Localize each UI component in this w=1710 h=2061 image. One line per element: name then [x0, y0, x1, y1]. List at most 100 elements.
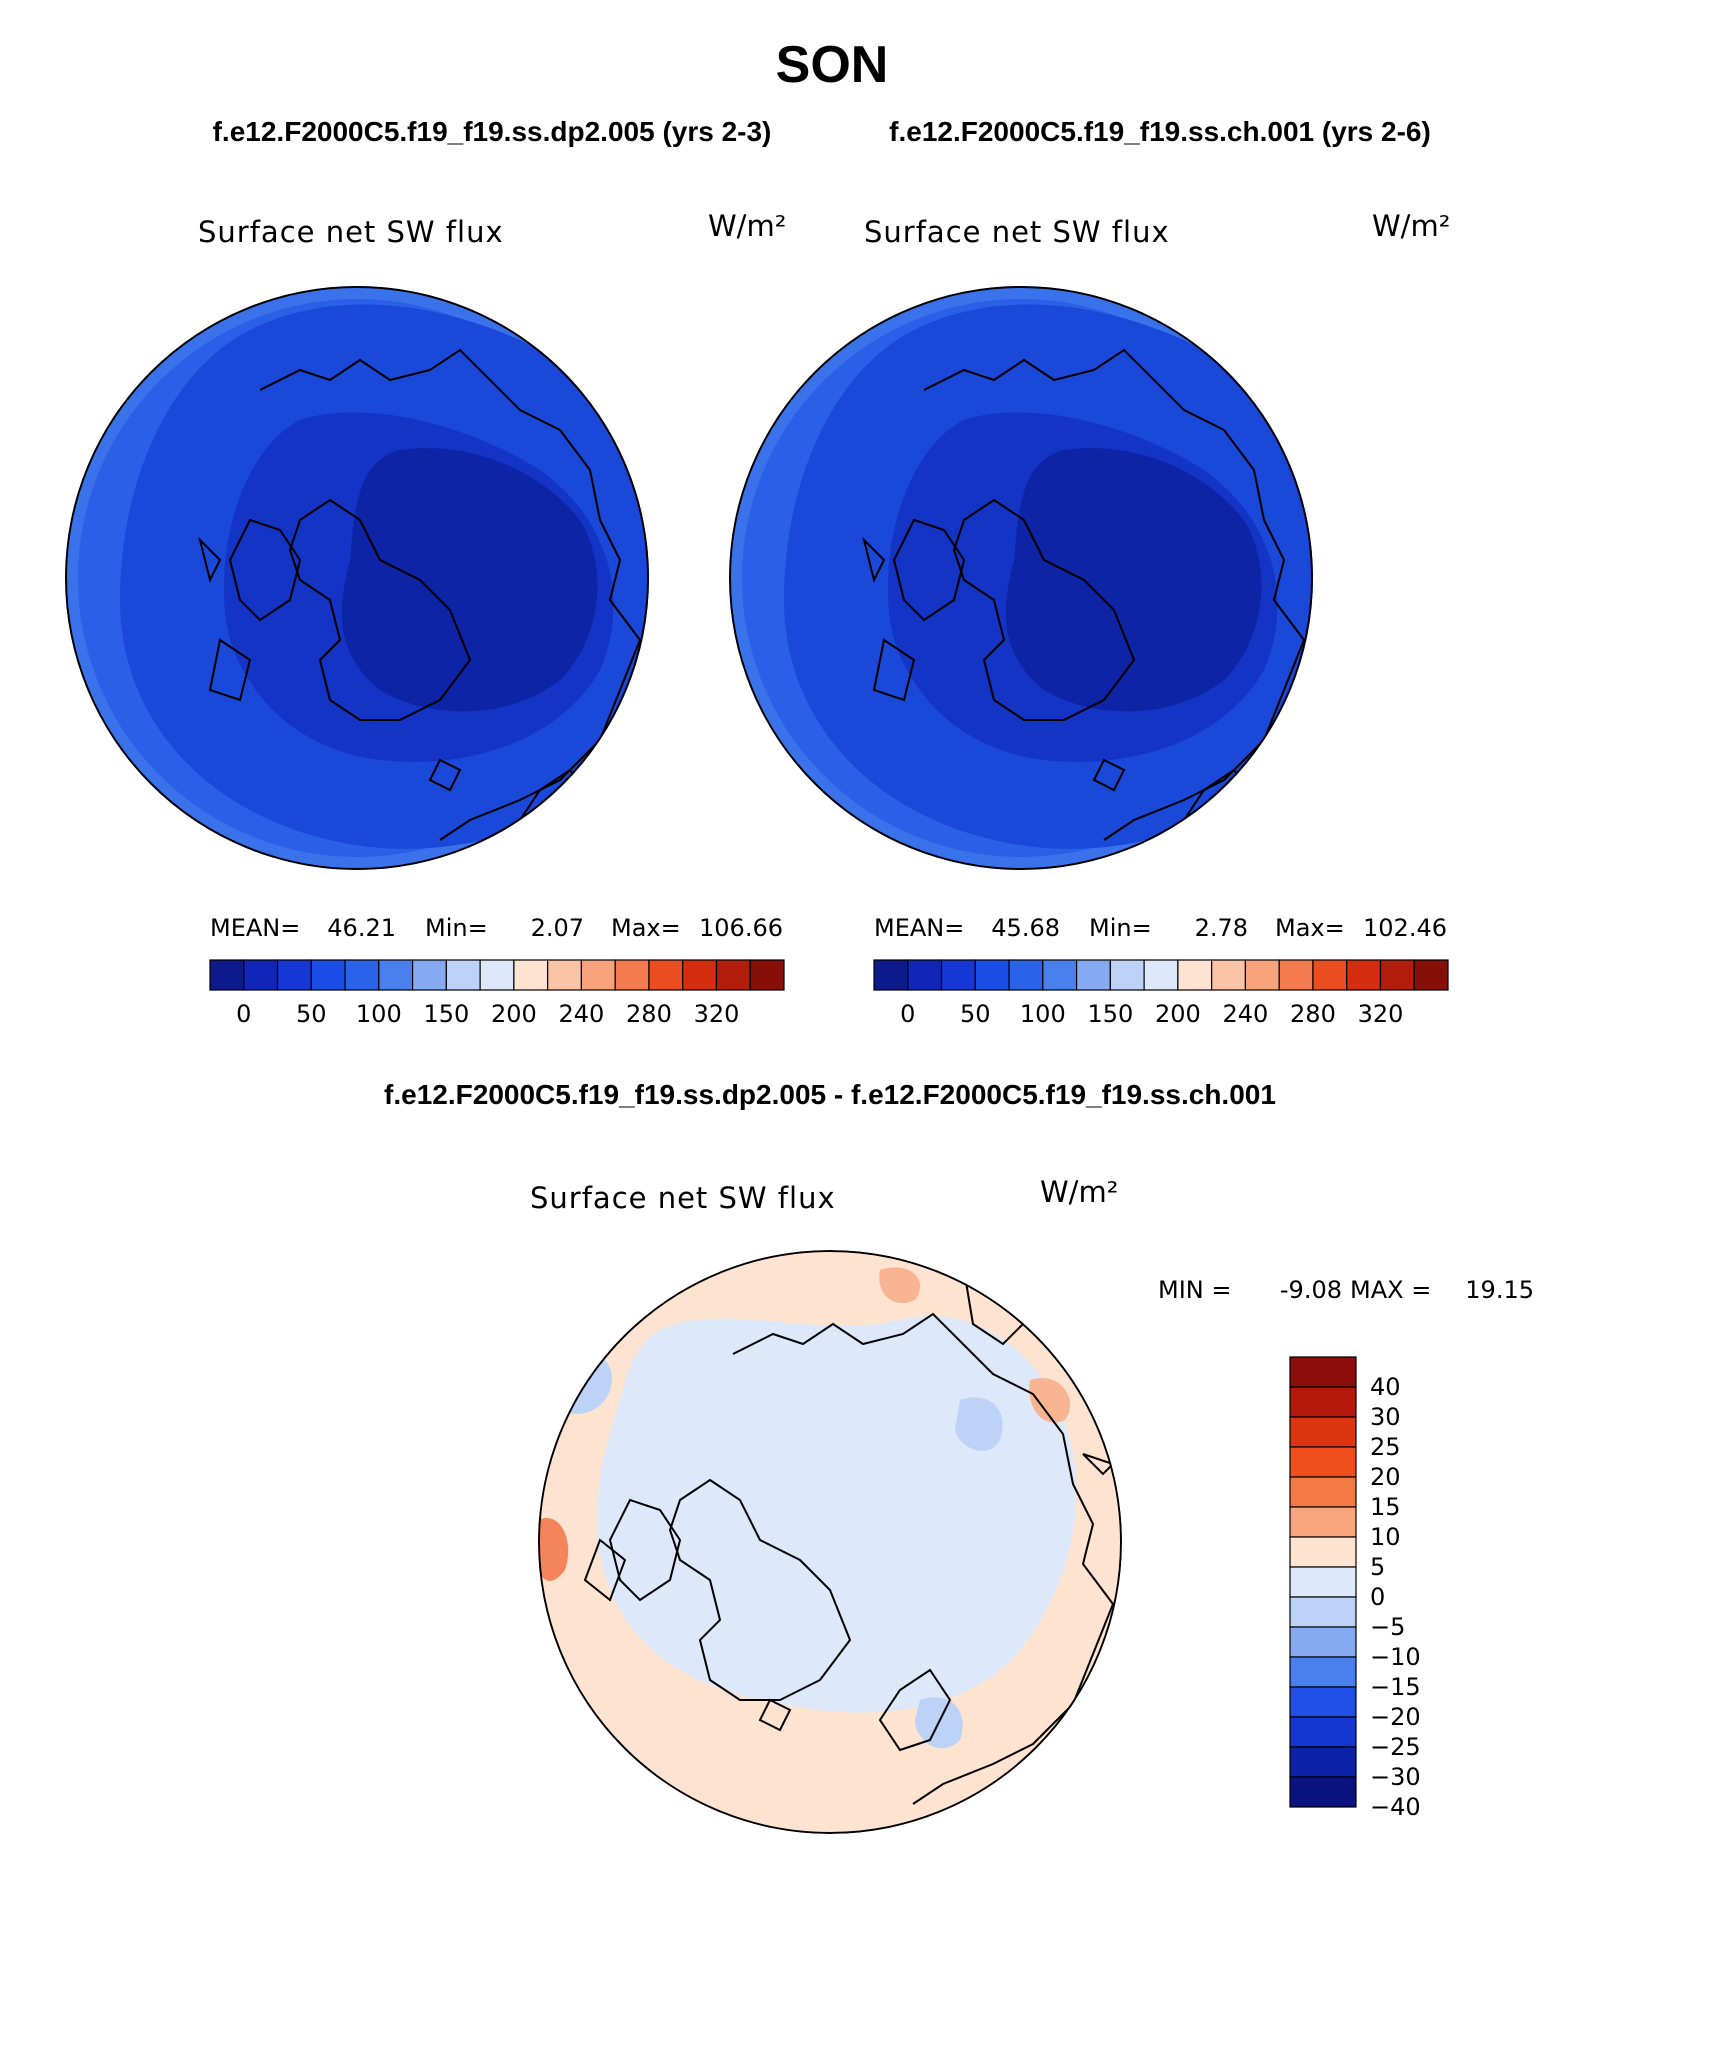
colorbar-tick-label: 0 [236, 1000, 251, 1028]
diff-colorbar-box [1289, 1476, 1357, 1508]
colorbar-box [479, 959, 515, 991]
diff-colorbar-box [1289, 1596, 1357, 1628]
variable-label-left: Surface net SW flux [198, 215, 504, 249]
max-value-right: 102.46 [1363, 914, 1447, 942]
colorbar-box [1413, 959, 1449, 991]
min-value-left: 2.07 [531, 914, 584, 942]
colorbar-box [1278, 959, 1314, 991]
colorbar-box [749, 959, 785, 991]
diff-colorbar-box [1289, 1626, 1357, 1658]
field-core [341, 448, 598, 712]
colorbar-box [1346, 959, 1382, 991]
colorbar-ticks-right: 0 50 100 150 200 240 280 320 [900, 1000, 1403, 1028]
case-title-right: f.e12.F2000C5.f19_f19.ss.ch.001 (yrs 2-6… [889, 116, 1431, 147]
colorbar-tick-label: 320 [1358, 1000, 1404, 1028]
panel-difference: Surface net SW flux W/m² [530, 1175, 1534, 1834]
diff-colorbar-label: −30 [1370, 1763, 1421, 1791]
variable-label-diff: Surface net SW flux [530, 1181, 836, 1215]
colorbar-tick-label: 280 [1290, 1000, 1336, 1028]
max-value-left: 106.66 [699, 914, 783, 942]
field-negative [596, 1316, 1077, 1713]
diff-colorbar-label: 25 [1370, 1433, 1401, 1461]
units-label-right: W/m² [1372, 209, 1450, 243]
field-core [1005, 448, 1262, 712]
coastlines [583, 1262, 1115, 1805]
colorbar-box [1244, 959, 1280, 991]
diff-colorbar-box [1289, 1356, 1357, 1388]
diff-min-value: -9.08 [1280, 1276, 1342, 1304]
diff-max-value: 19.15 [1465, 1276, 1534, 1304]
colorbar-tick-label: 320 [694, 1000, 740, 1028]
colorbar-box [378, 959, 414, 991]
diff-colorbar-label: 10 [1370, 1523, 1401, 1551]
colorbar-tick-label: 200 [491, 1000, 537, 1028]
diff-colorbar-box [1289, 1566, 1357, 1598]
diff-colorbar-box [1289, 1776, 1357, 1808]
colorbar-box [974, 959, 1010, 991]
colorbar-box [1075, 959, 1111, 991]
min-value-right: 2.78 [1195, 914, 1248, 942]
colorbar-left [209, 959, 785, 991]
colorbar-tick-label: 200 [1155, 1000, 1201, 1028]
colorbar-box [1312, 959, 1348, 991]
diff-colorbar-label: 30 [1370, 1403, 1401, 1431]
colorbar-box [1042, 959, 1078, 991]
polar-map-left [65, 286, 649, 870]
colorbar-box [547, 959, 583, 991]
colorbar-box [907, 959, 943, 991]
field-negative-3 [955, 1397, 1003, 1451]
colorbar-box [682, 959, 718, 991]
units-label-diff: W/m² [1040, 1175, 1118, 1209]
colorbar-box [344, 959, 380, 991]
panel-right: Surface net SW flux W/m² MEAN= 4 [729, 209, 1450, 1028]
diff-colorbar-label: −20 [1370, 1703, 1421, 1731]
diff-colorbar-label: 0 [1370, 1583, 1385, 1611]
colorbar-box [614, 959, 650, 991]
stats-line-right: MEAN= 45.68 Min= 2.78 Max= 102.46 [874, 914, 1447, 942]
coastlines [862, 298, 1306, 852]
colorbar-box [1143, 959, 1179, 991]
diff-colorbar-box [1289, 1536, 1357, 1568]
diff-colorbar-box [1289, 1416, 1357, 1448]
colorbar-ticks-left: 0 50 100 150 200 240 280 320 [236, 1000, 739, 1028]
colorbar-box [873, 959, 909, 991]
colorbar-tick-label: 50 [296, 1000, 327, 1028]
diff-colorbar-label: 20 [1370, 1463, 1401, 1491]
diff-colorbar-label: −40 [1370, 1793, 1421, 1821]
max-label-left: Max= [611, 914, 681, 942]
field-positive-3 [1029, 1378, 1071, 1423]
colorbar-box [580, 959, 616, 991]
colorbar-box [209, 959, 245, 991]
colorbar-box [648, 959, 684, 991]
colorbar-box [1379, 959, 1415, 991]
map-border [538, 1250, 1122, 1834]
map-border [65, 286, 649, 870]
diff-min-label: MIN = [1158, 1276, 1231, 1304]
diff-colorbar-label: 40 [1370, 1373, 1401, 1401]
diff-colorbar-box [1289, 1746, 1357, 1778]
max-label-right: Max= [1275, 914, 1345, 942]
field-positive-2 [879, 1267, 921, 1304]
colorbar-box [1211, 959, 1247, 991]
diff-colorbar-box [1289, 1506, 1357, 1538]
units-label-left: W/m² [708, 209, 786, 243]
variable-label-right: Surface net SW flux [864, 215, 1170, 249]
colorbar-tick-label: 100 [356, 1000, 402, 1028]
polar-map-right [729, 286, 1313, 870]
min-label-left: Min= [425, 914, 488, 942]
colorbar-tick-label: 280 [626, 1000, 672, 1028]
diff-colorbar-box [1289, 1446, 1357, 1478]
colorbar-tick-label: 240 [1223, 1000, 1269, 1028]
colorbar-box [243, 959, 279, 991]
colorbar-box [940, 959, 976, 991]
colorbar-tick-label: 150 [1087, 1000, 1133, 1028]
diff-colorbar-label: 5 [1370, 1553, 1385, 1581]
colorbar-tick-label: 50 [960, 1000, 991, 1028]
diff-colorbar-label: 15 [1370, 1493, 1401, 1521]
colorbar-box [310, 959, 346, 991]
diff-colorbar-label: −10 [1370, 1643, 1421, 1671]
colorbar-tick-label: 150 [423, 1000, 469, 1028]
colorbar-right [873, 959, 1449, 991]
colorbar-box [276, 959, 312, 991]
